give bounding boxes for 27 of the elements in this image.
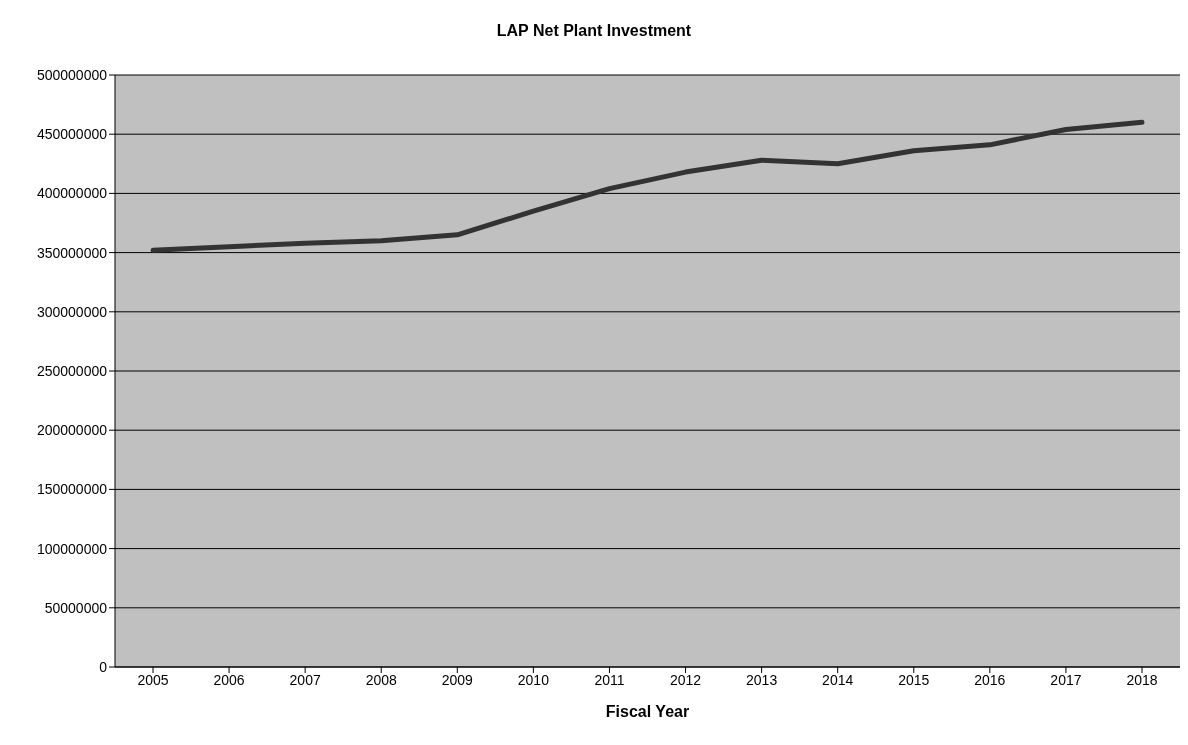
x-tick-label: 2005 [137,671,169,688]
y-tick-label: 50000000 [44,599,108,616]
y-tick-label: 450000000 [36,126,108,143]
x-tick-label: 2018 [1126,671,1158,688]
x-tick-label: 2009 [441,671,474,688]
y-tick-label: 500000000 [36,66,108,83]
y-tick-label: 400000000 [36,185,108,202]
x-tick-label: 2014 [822,671,854,688]
x-tick-label: 2017 [1050,671,1082,688]
y-tick-label: 150000000 [36,481,108,498]
y-tick-label: 250000000 [36,362,108,379]
chart-title: LAP Net Plant Investment [495,21,693,41]
y-tick-label: 0 [99,658,108,675]
x-tick-label: 2012 [669,671,702,688]
x-tick-label: 2010 [517,671,550,688]
x-tick-label: 2016 [974,671,1006,688]
y-tick-label: 300000000 [36,303,108,320]
x-axis-title: Fiscal Year [605,703,690,720]
x-tick-label: 2008 [365,671,398,688]
x-tick-label: 2015 [898,671,930,688]
y-tick-label: 350000000 [36,244,108,261]
x-tick-label: 2007 [289,671,321,688]
x-tick-label: 2011 [594,671,625,688]
y-tick-label: 200000000 [36,422,108,439]
x-tick-label: 2006 [213,671,245,688]
x-tick-label: 2013 [746,671,778,688]
y-tick-label: 100000000 [36,540,108,557]
